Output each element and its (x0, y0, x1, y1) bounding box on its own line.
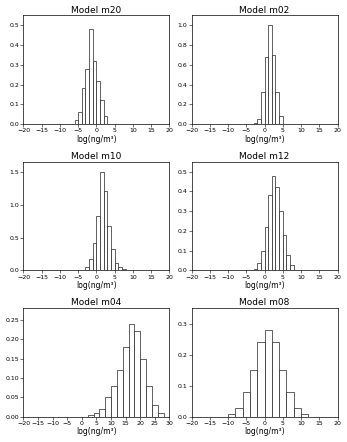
Bar (111, 249, 115, 271)
Bar (100, 171, 104, 271)
Bar (254, 123, 257, 124)
Bar (75, 120, 78, 124)
Title: Model m04: Model m04 (71, 298, 121, 307)
Bar (117, 370, 123, 417)
Bar (257, 263, 261, 271)
Bar (104, 116, 107, 124)
Bar (235, 408, 243, 417)
Title: Model m10: Model m10 (71, 152, 122, 161)
Bar (82, 88, 85, 124)
Bar (264, 227, 268, 271)
Bar (94, 413, 99, 417)
Bar (272, 175, 276, 271)
Bar (264, 57, 268, 124)
Bar (93, 243, 96, 271)
Bar (257, 342, 264, 417)
Title: Model m20: Model m20 (71, 6, 121, 15)
Title: Model m08: Model m08 (239, 298, 290, 307)
Bar (82, 270, 85, 271)
Bar (128, 324, 134, 417)
Title: Model m02: Model m02 (239, 6, 290, 15)
Bar (152, 405, 158, 417)
Bar (111, 386, 117, 417)
Bar (146, 386, 152, 417)
Bar (88, 415, 94, 417)
Bar (286, 255, 290, 271)
Bar (99, 409, 105, 417)
Bar (122, 269, 126, 271)
Bar (294, 408, 301, 417)
Bar (286, 392, 294, 417)
Bar (261, 251, 264, 271)
Bar (279, 116, 283, 124)
Bar (100, 100, 104, 124)
Bar (115, 263, 118, 271)
Bar (254, 268, 257, 271)
Bar (268, 25, 272, 124)
Bar (257, 119, 261, 124)
Bar (96, 217, 100, 271)
Bar (78, 112, 82, 124)
Bar (228, 414, 235, 417)
Bar (276, 92, 279, 124)
Bar (276, 187, 279, 271)
Bar (118, 267, 122, 271)
Bar (96, 80, 100, 124)
Bar (104, 191, 107, 271)
Bar (283, 235, 286, 271)
Bar (250, 370, 257, 417)
Bar (290, 265, 294, 271)
Bar (272, 55, 276, 124)
Title: Model m12: Model m12 (239, 152, 290, 161)
Bar (93, 61, 96, 124)
Bar (264, 330, 272, 417)
Bar (268, 195, 272, 271)
Bar (158, 413, 163, 417)
X-axis label: log(ng/m³): log(ng/m³) (244, 135, 285, 144)
Bar (301, 414, 308, 417)
Bar (123, 347, 128, 417)
X-axis label: log(ng/m³): log(ng/m³) (76, 135, 117, 144)
Bar (140, 358, 146, 417)
X-axis label: log(ng/m³): log(ng/m³) (76, 281, 117, 290)
Bar (85, 69, 89, 124)
X-axis label: log(ng/m³): log(ng/m³) (244, 427, 285, 436)
Bar (107, 226, 111, 271)
Bar (261, 92, 264, 124)
Bar (89, 259, 93, 271)
Bar (85, 267, 89, 271)
Bar (89, 29, 93, 124)
Bar (134, 332, 140, 417)
Bar (243, 392, 250, 417)
Bar (279, 211, 283, 271)
X-axis label: log(ng/m³): log(ng/m³) (244, 281, 285, 290)
X-axis label: log(ng/m³): log(ng/m³) (76, 427, 117, 436)
Bar (279, 370, 286, 417)
Bar (105, 397, 111, 417)
Bar (272, 342, 279, 417)
